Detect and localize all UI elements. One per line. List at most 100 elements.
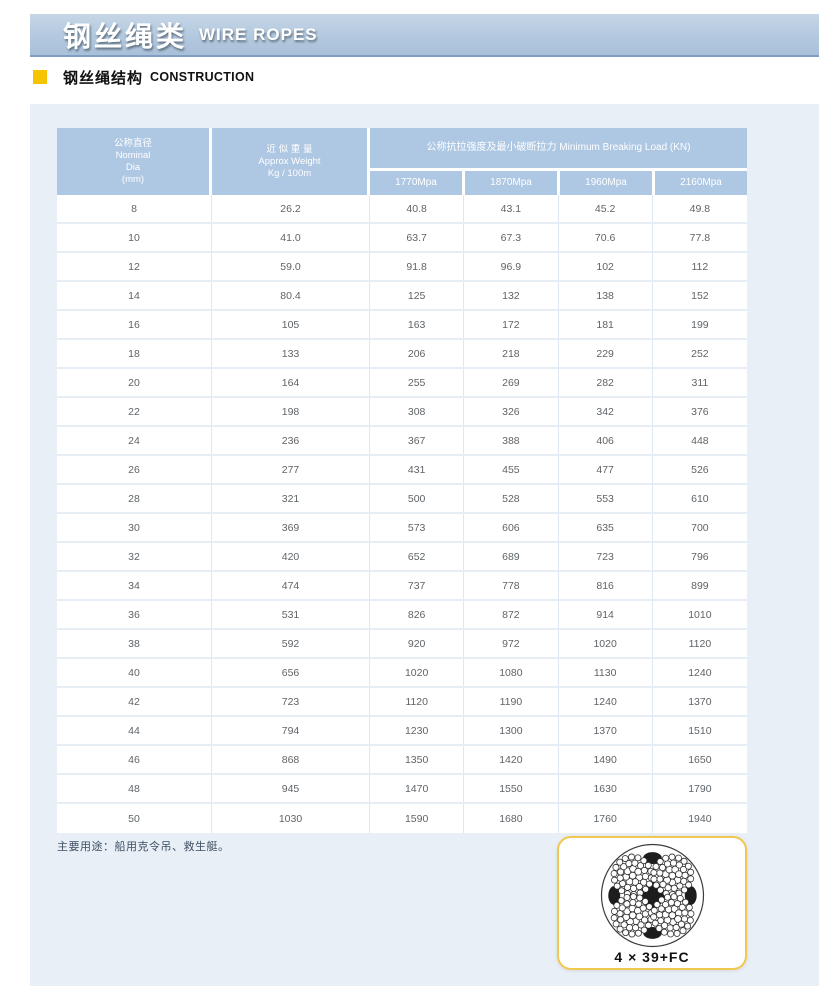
cell-breaking-load: 1940	[688, 812, 712, 825]
table-row: 44 794 1230 1300 1370 1510	[57, 717, 747, 746]
table-row: 8 26.2 40.8 43.1 45.2 49.8	[57, 195, 747, 224]
cell-diameter: 44	[57, 717, 212, 744]
cell-breaking-load: 206	[370, 340, 465, 367]
cell-breaking-load: 573	[370, 514, 465, 541]
cell-weight: 41.0	[212, 224, 370, 251]
table-row: 24 236 367 388 406 448	[57, 427, 747, 456]
cell-diameter: 12	[57, 253, 212, 280]
cell-breaking-load: 255	[370, 369, 465, 396]
table-row: 18 133 206 218 229 252	[57, 340, 747, 369]
cell-breaking-load: 1470	[370, 775, 465, 802]
grade-header-1960: 1960Mpa	[560, 171, 652, 195]
cell-diameter: 42	[57, 688, 212, 715]
cell-breaking-load: 102	[559, 253, 653, 280]
table-row: 26 277 431 455 477 526	[57, 456, 747, 485]
page-title-zh: 钢丝绳类	[63, 20, 188, 52]
cell-breaking-load: 1130	[559, 659, 653, 686]
table-row: 38 592 920 972 1020 1120	[57, 630, 747, 659]
table-row: 42 723 1120 1190 1240 1370	[57, 688, 747, 717]
rope-cross-section-icon	[600, 843, 704, 948]
cell-weight: 945	[212, 775, 370, 802]
cell-breaking-load: 1120	[688, 637, 712, 650]
cell-breaking-load: 152	[691, 289, 709, 302]
table-row: 30 369 573 606 635 700	[57, 514, 747, 543]
cell-breaking-load: 737	[370, 572, 465, 599]
cell-weight: 236	[212, 427, 370, 454]
cell-breaking-load: 1490	[559, 746, 653, 773]
cell-diameter: 20	[57, 369, 212, 396]
grade-header-1870: 1870Mpa	[465, 171, 557, 195]
cell-breaking-load: 252	[691, 347, 709, 360]
cell-breaking-load: 1120	[370, 688, 465, 715]
table-row: 32 420 652 689 723 796	[57, 543, 747, 572]
cell-weight: 1030	[212, 804, 370, 833]
cell-breaking-load: 899	[691, 579, 709, 592]
cell-diameter: 22	[57, 398, 212, 425]
cell-weight: 133	[212, 340, 370, 367]
rope-diagram-card: 4 × 39+FC	[557, 836, 747, 970]
table-row: 40 656 1020 1080 1130 1240	[57, 659, 747, 688]
cell-breaking-load: 700	[691, 521, 709, 534]
cell-breaking-load: 1790	[688, 782, 712, 795]
cell-breaking-load: 652	[370, 543, 465, 570]
cell-breaking-load: 528	[464, 485, 559, 512]
cell-weight: 80.4	[212, 282, 370, 309]
cell-weight: 369	[212, 514, 370, 541]
grade-header-2160: 2160Mpa	[655, 171, 747, 195]
cell-breaking-load: 610	[691, 492, 709, 505]
cell-diameter: 14	[57, 282, 212, 309]
cell-weight: 59.0	[212, 253, 370, 280]
cell-breaking-load: 553	[559, 485, 653, 512]
cell-diameter: 18	[57, 340, 212, 367]
cell-breaking-load: 1240	[688, 666, 712, 679]
cell-breaking-load: 1300	[464, 717, 559, 744]
table-body: 8 26.2 40.8 43.1 45.2 49.8 10 41.0 63.7 67.3 70.6 7…	[57, 195, 747, 833]
cell-breaking-load: 431	[370, 456, 465, 483]
cell-breaking-load: 1650	[688, 753, 712, 766]
cell-breaking-load: 1680	[464, 804, 559, 833]
cell-weight: 164	[212, 369, 370, 396]
page-header-band: 钢丝绳类 WIRE ROPES	[30, 14, 819, 57]
cell-diameter: 32	[57, 543, 212, 570]
col-header-weight: 近 似 重 量 Approx Weight Kg / 100m	[212, 128, 367, 195]
cell-breaking-load: 40.8	[370, 195, 465, 222]
cell-breaking-load: 1420	[464, 746, 559, 773]
cell-breaking-load: 406	[559, 427, 653, 454]
cell-breaking-load: 500	[370, 485, 465, 512]
cell-breaking-load: 311	[691, 376, 709, 389]
rope-diagram-label: 4 × 39+FC	[614, 949, 690, 965]
cell-breaking-load: 367	[370, 427, 465, 454]
cell-breaking-load: 1550	[464, 775, 559, 802]
section-title-en: CONSTRUCTION	[150, 70, 255, 84]
cell-breaking-load: 972	[464, 630, 559, 657]
cell-breaking-load: 778	[464, 572, 559, 599]
cell-breaking-load: 635	[559, 514, 653, 541]
cell-breaking-load: 63.7	[370, 224, 465, 251]
cell-weight: 26.2	[212, 195, 370, 222]
yellow-square-marker-icon	[33, 70, 47, 84]
cell-breaking-load: 163	[370, 311, 465, 338]
cell-diameter: 10	[57, 224, 212, 251]
cell-breaking-load: 125	[370, 282, 465, 309]
cell-breaking-load: 138	[559, 282, 653, 309]
cell-diameter: 30	[57, 514, 212, 541]
cell-weight: 474	[212, 572, 370, 599]
cell-breaking-load: 70.6	[559, 224, 653, 251]
cell-breaking-load: 172	[464, 311, 559, 338]
cell-breaking-load: 96.9	[464, 253, 559, 280]
cell-breaking-load: 1020	[370, 659, 465, 686]
cell-breaking-load: 477	[559, 456, 653, 483]
spec-table: 公称直径 Nominal Dia (mm) 近 似 重 量 Approx Wei…	[57, 128, 747, 833]
cell-weight: 531	[212, 601, 370, 628]
cell-breaking-load: 914	[559, 601, 653, 628]
cell-breaking-load: 796	[691, 550, 709, 563]
cell-diameter: 38	[57, 630, 212, 657]
cell-diameter: 26	[57, 456, 212, 483]
cell-weight: 656	[212, 659, 370, 686]
cell-weight: 277	[212, 456, 370, 483]
cell-diameter: 50	[57, 804, 212, 833]
cell-diameter: 8	[57, 195, 212, 222]
cell-breaking-load: 606	[464, 514, 559, 541]
cell-breaking-load: 1370	[559, 717, 653, 744]
cell-breaking-load: 1080	[464, 659, 559, 686]
